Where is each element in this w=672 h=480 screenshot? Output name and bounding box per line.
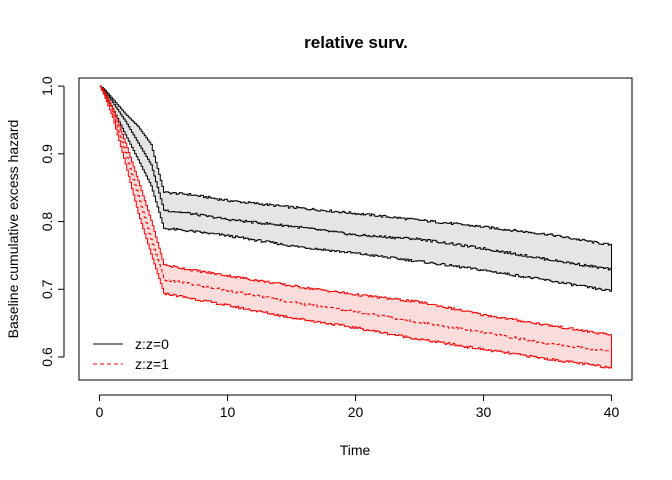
estimate-line-z-z-1 <box>99 85 612 353</box>
plot-frame <box>78 77 633 381</box>
x-tick-label: 40 <box>604 404 620 420</box>
y-tick-label: 0.7 <box>39 279 55 299</box>
legend-label-z0: z:z=0 <box>135 336 169 352</box>
y-axis-label: Baseline cumulative excess hazard <box>5 120 21 339</box>
y-tick-label: 0.9 <box>39 144 55 164</box>
estimate-line-z-z-0 <box>99 85 612 271</box>
x-tick-label: 0 <box>96 404 104 420</box>
x-axis: 0 10 20 30 40 <box>96 394 620 420</box>
y-tick-label: 0.8 <box>39 212 55 232</box>
lower-bound-z-z-1 <box>99 85 612 369</box>
legend: z:z=0 z:z=1 <box>93 336 169 372</box>
y-tick-label: 1.0 <box>39 76 55 96</box>
upper-bound-z-z-0 <box>99 85 612 246</box>
confidence-bands <box>99 86 612 369</box>
upper-bound-z-z-1 <box>99 85 612 336</box>
legend-label-z1: z:z=1 <box>135 356 169 372</box>
lower-bound-z-z-0 <box>99 85 612 292</box>
band-z-z-1 <box>99 86 612 369</box>
chart-title: relative surv. <box>304 33 408 52</box>
x-tick-label: 10 <box>220 404 236 420</box>
x-tick-label: 30 <box>476 404 492 420</box>
x-axis-label: Time <box>340 442 371 458</box>
y-tick-label: 0.6 <box>39 347 55 367</box>
band-z-z-0 <box>99 86 612 292</box>
x-tick-label: 20 <box>348 404 364 420</box>
y-axis: 0.6 0.7 0.8 0.9 1.0 <box>39 76 65 367</box>
survival-curves <box>99 85 613 369</box>
